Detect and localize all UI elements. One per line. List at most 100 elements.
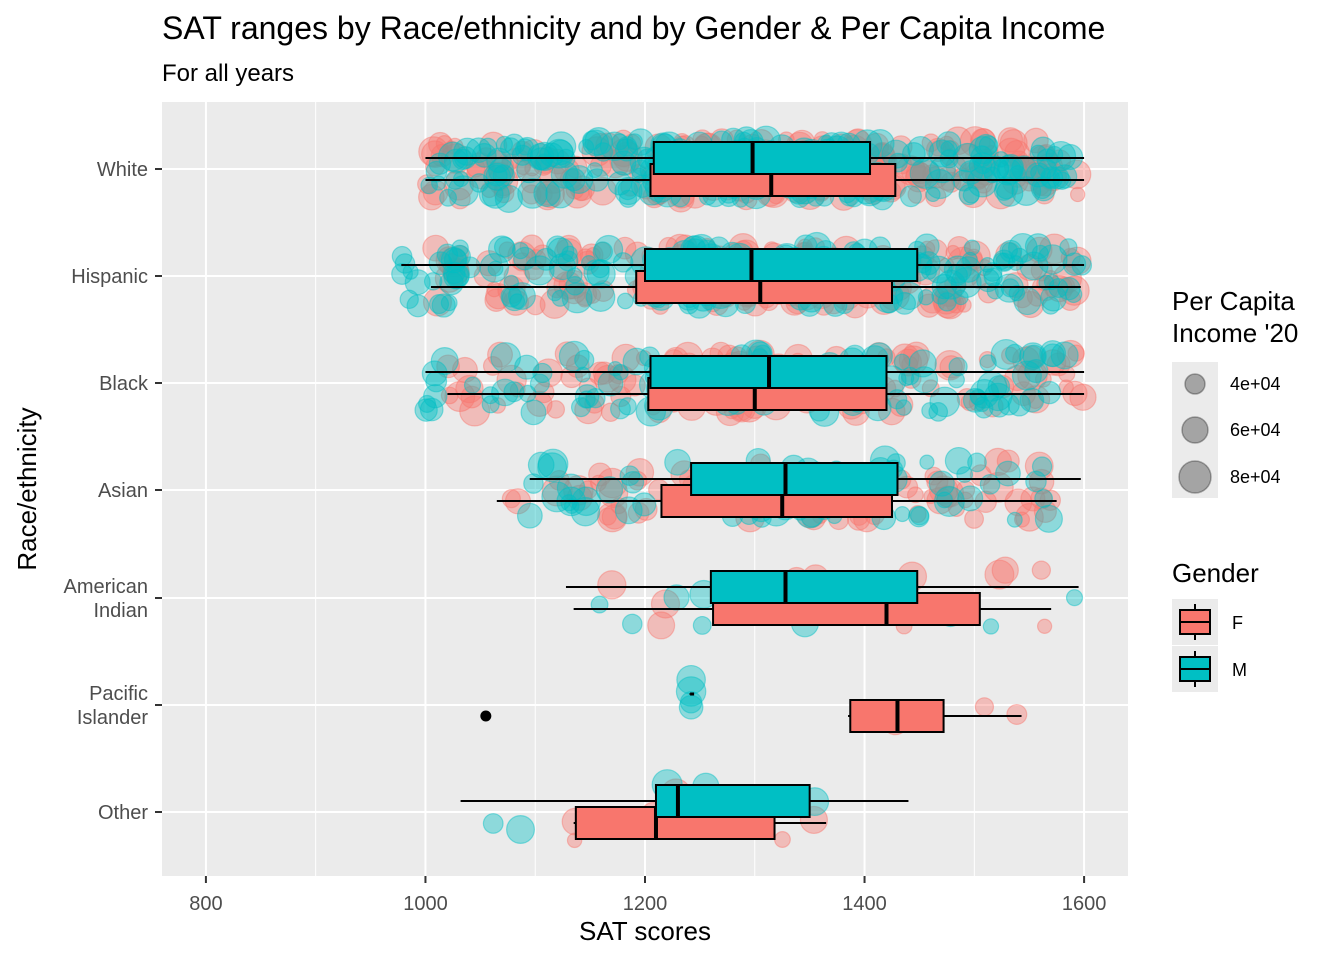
data-point: [993, 252, 1011, 270]
data-point: [612, 252, 634, 273]
data-point: [919, 240, 936, 257]
data-point: [923, 488, 939, 505]
data-point: [925, 186, 941, 203]
data-point: [588, 361, 613, 386]
data-point: [486, 281, 503, 298]
data-point: [593, 241, 612, 260]
data-point: [478, 181, 504, 207]
box-M-0: [425, 141, 1085, 175]
data-point: [493, 182, 515, 204]
data-point: [1038, 162, 1068, 192]
data-point: [1046, 166, 1070, 190]
data-point: [600, 402, 621, 422]
data-point: [611, 150, 637, 176]
data-point: [582, 130, 603, 151]
data-point: [623, 374, 646, 397]
chart-subtitle: For all years: [162, 60, 295, 87]
data-point: [1058, 365, 1076, 383]
data-point: [947, 246, 979, 278]
size-legend-bubble: [1178, 460, 1212, 494]
box-plots: [401, 141, 1085, 840]
data-point: [421, 360, 448, 387]
data-point: [479, 252, 510, 283]
data-point: [994, 273, 1024, 303]
data-point: [959, 126, 991, 158]
data-point: [444, 381, 476, 413]
data-point: [968, 394, 986, 412]
data-point: [546, 400, 566, 419]
data-point: [610, 398, 631, 420]
data-point: [1031, 560, 1052, 580]
data-point: [1030, 164, 1046, 181]
data-point: [585, 388, 606, 409]
data-point: [1018, 155, 1048, 186]
data-point: [541, 475, 573, 507]
data-point: [521, 184, 542, 205]
data-point: [1008, 284, 1026, 302]
data-point: [610, 385, 632, 408]
data-point: [592, 280, 615, 302]
data-point: [607, 171, 632, 196]
data-point: [950, 276, 967, 294]
data-point: [485, 149, 509, 174]
data-point: [987, 375, 1011, 398]
data-point: [611, 133, 629, 151]
data-point: [561, 282, 593, 314]
data-point: [574, 349, 595, 371]
data-point: [534, 183, 561, 211]
data-point: [443, 148, 469, 173]
data-point: [1060, 247, 1081, 268]
data-point: [904, 164, 933, 193]
data-point: [955, 142, 983, 171]
data-point: [964, 160, 993, 189]
data-point: [471, 142, 497, 168]
data-point: [512, 252, 532, 272]
data-point: [524, 255, 555, 286]
box-iqr: [652, 141, 872, 175]
data-point: [566, 267, 583, 284]
data-point: [1059, 238, 1078, 257]
x-tick-label: 1000: [403, 893, 448, 915]
data-point: [582, 129, 610, 157]
data-point: [1037, 244, 1068, 275]
data-point: [958, 160, 984, 185]
data-point: [514, 136, 540, 162]
x-tick-label: 1600: [1062, 893, 1107, 915]
data-point: [621, 470, 645, 494]
data-point: [928, 156, 956, 184]
data-point: [983, 267, 1003, 287]
data-point: [1063, 246, 1092, 275]
data-point: [579, 243, 604, 268]
data-point: [553, 270, 583, 300]
data-point: [511, 144, 534, 166]
size-legend-title: Per Capita: [1172, 286, 1295, 316]
box-M-3: [529, 462, 1081, 496]
data-point: [479, 131, 508, 160]
data-point: [956, 297, 972, 313]
data-point: [577, 390, 596, 409]
data-point: [1034, 489, 1054, 508]
data-point: [544, 138, 574, 169]
data-point: [574, 395, 603, 425]
data-point: [583, 259, 610, 286]
data-point: [907, 184, 927, 204]
data-point: [872, 142, 890, 160]
data-point: [614, 176, 643, 206]
data-point: [924, 466, 944, 486]
data-point: [580, 255, 597, 271]
data-point: [1009, 164, 1027, 182]
data-point: [451, 245, 470, 263]
data-point: [595, 476, 624, 504]
data-point: [517, 178, 548, 209]
data-point: [460, 385, 484, 409]
box-iqr: [654, 784, 811, 818]
data-point: [495, 135, 514, 154]
data-point: [423, 384, 448, 409]
data-point: [440, 246, 468, 274]
data-point: [465, 137, 492, 164]
data-point: [536, 186, 553, 203]
data-point: [428, 294, 450, 315]
data-point: [1020, 486, 1046, 512]
size-legend-label: 4e+04: [1230, 374, 1281, 394]
data-point: [566, 484, 593, 511]
